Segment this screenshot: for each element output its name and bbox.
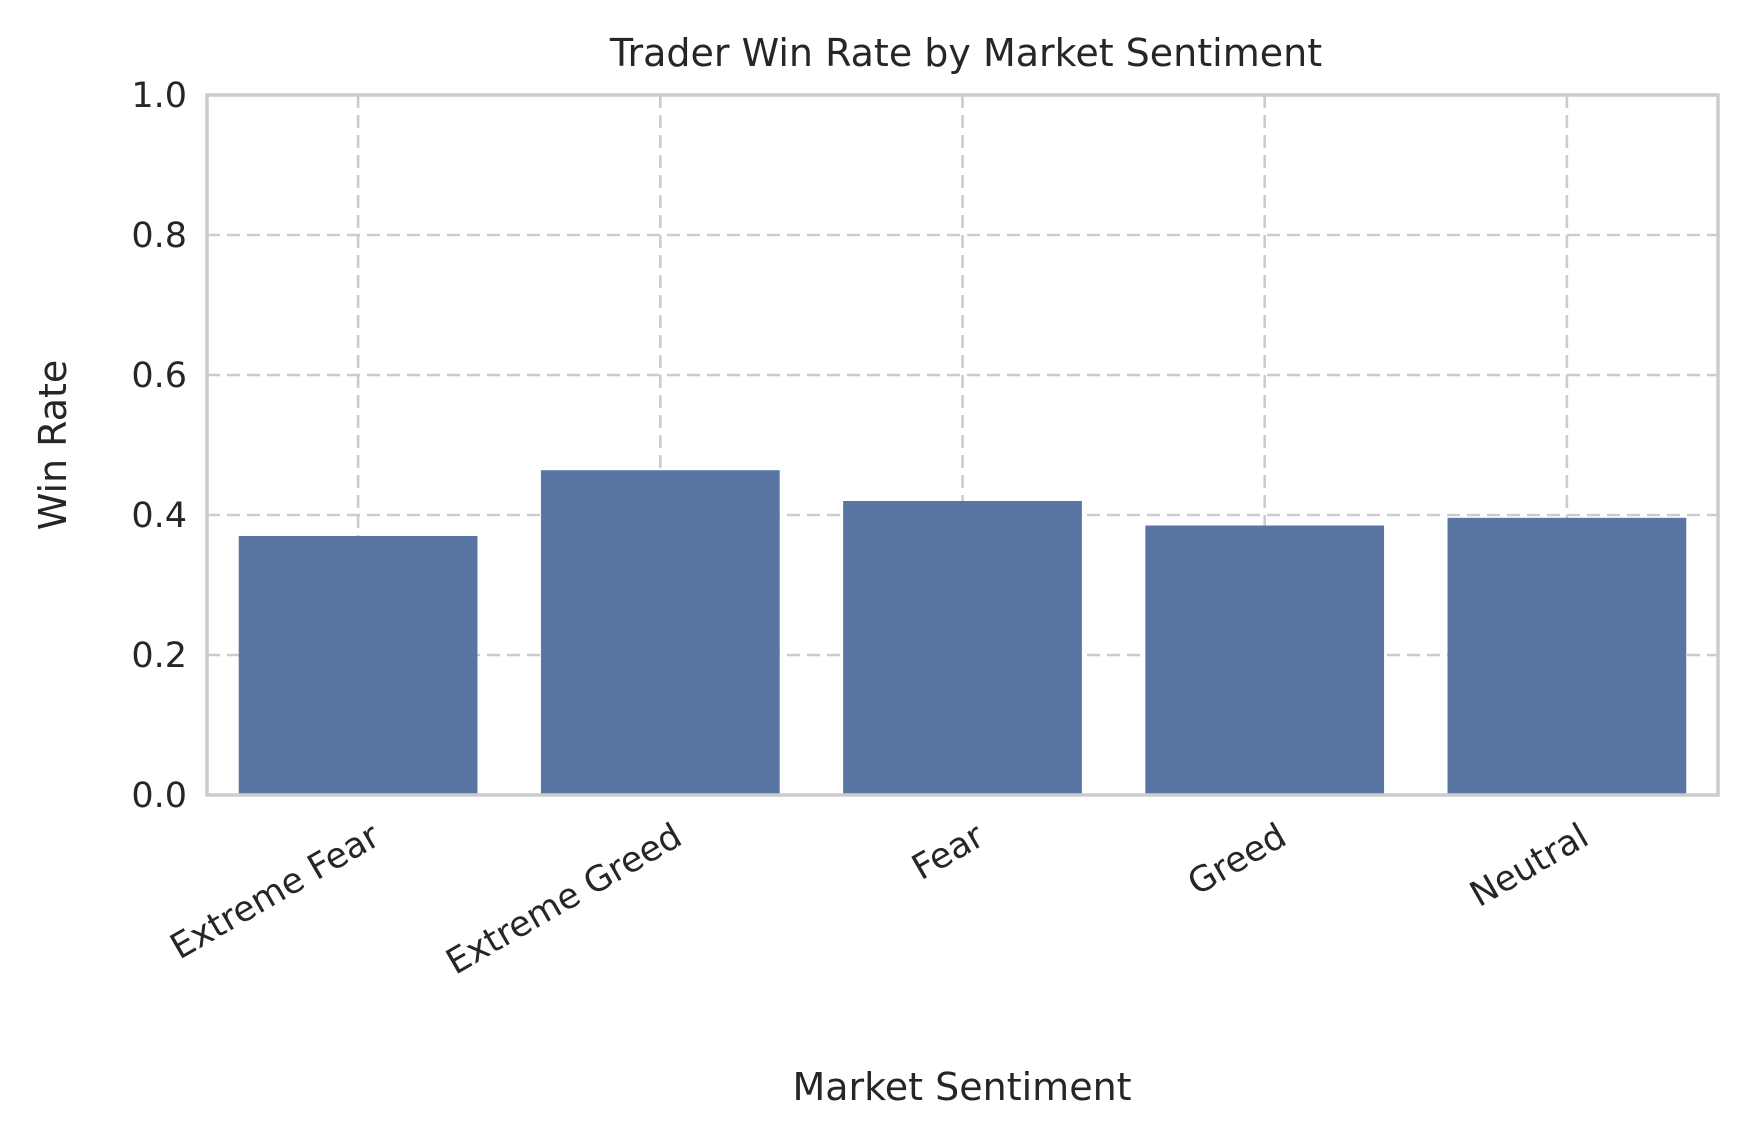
x-tick-label: Fear xyxy=(906,816,992,889)
bar-extreme-greed xyxy=(540,470,780,795)
bar-neutral xyxy=(1447,517,1687,795)
x-tick-label: Extreme Greed xyxy=(440,816,689,983)
y-tick-label: 0.2 xyxy=(131,636,187,676)
y-tick-label: 0.4 xyxy=(131,496,187,536)
y-tick-label: 0.0 xyxy=(131,776,187,816)
bar-fear xyxy=(843,501,1082,795)
x-tick-labels: Extreme Fear Extreme Greed Fear Greed Neutra… xyxy=(164,816,1595,983)
y-tick-label: 0.8 xyxy=(131,216,187,256)
chart-title: Trader Win Rate by Market Sentiment xyxy=(609,31,1322,75)
x-tick-label: Greed xyxy=(1181,816,1293,904)
bar-greed xyxy=(1145,525,1385,795)
x-axis-label: Market Sentiment xyxy=(792,1065,1131,1109)
plot-frame xyxy=(205,93,1720,797)
y-tick-label: 1.0 xyxy=(131,76,187,116)
x-tick-label: Extreme Fear xyxy=(164,816,387,968)
bar-layer xyxy=(238,470,1687,795)
y-axis-label: Win Rate xyxy=(31,360,75,531)
y-tick-label: 0.6 xyxy=(131,356,187,396)
x-tick-label: Neutral xyxy=(1464,816,1596,915)
y-tick-labels: 0.0 0.2 0.4 0.6 0.8 1.0 xyxy=(131,76,187,816)
bar-extreme-fear xyxy=(238,536,478,795)
